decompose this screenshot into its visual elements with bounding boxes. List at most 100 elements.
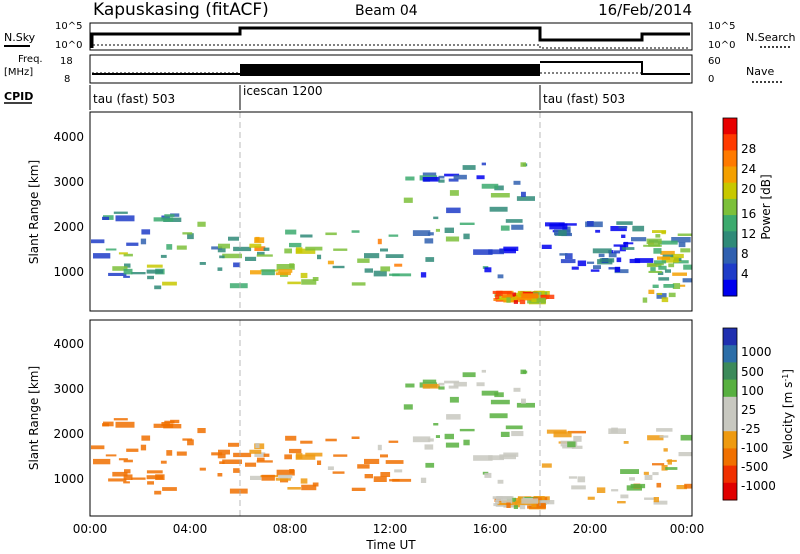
power-echo-3-42: [531, 298, 537, 303]
power-echo-4-19: [560, 259, 576, 264]
velocity-echo-1-18: [332, 471, 345, 474]
power-echo-2-24: [520, 162, 526, 167]
velocity-echo-2-3: [462, 372, 476, 378]
power-echo-4-43: [558, 230, 567, 236]
power-echo-0-22: [123, 275, 130, 278]
velocity-echo-4-29: [573, 435, 582, 442]
time-axis-label: Time UT: [365, 538, 416, 552]
power-range-tick-4000: 4000: [53, 130, 84, 144]
power-echo-1-35: [285, 229, 297, 235]
velocity-echo-2-2: [476, 382, 485, 387]
velocity-echo-2-13: [497, 479, 504, 484]
power-echo-1-37: [364, 253, 380, 259]
velocity-echo-4-37: [666, 459, 677, 462]
nsearch-tick-top: 10^5: [708, 21, 735, 32]
velocity-echo-0-41: [164, 420, 175, 424]
velocity-echo-3-36: [495, 496, 503, 502]
velocity-echo-0-5: [154, 490, 162, 495]
power-echo-2-4: [516, 196, 535, 201]
power-tick-20: 20: [741, 182, 756, 196]
power-echo-5-16: [646, 263, 662, 268]
beam-label: Beam 04: [355, 3, 418, 19]
power-echo-5-21: [671, 253, 684, 259]
power-echo-1-36: [245, 256, 257, 261]
power-echo-5-35: [682, 278, 692, 283]
velocity-echo-1-38: [392, 478, 412, 482]
power-echo-0-5: [154, 285, 162, 290]
velocity-echo-1-0: [250, 475, 262, 480]
velocity-echo-0-38: [217, 473, 223, 477]
velocity-echo-1-34: [256, 460, 273, 463]
velocity-colorbar-cell-1: [723, 345, 737, 363]
power-tick-12: 12: [741, 227, 756, 241]
power-echo-3-34: [535, 294, 555, 299]
power-echo-2-3: [462, 165, 476, 170]
power-echo-1-34: [256, 254, 273, 257]
velocity-echo-2-17: [422, 379, 437, 383]
power-echo-3-24: [497, 297, 508, 300]
power-echo-4-24: [616, 221, 633, 225]
velocity-echo-1-14: [380, 454, 388, 458]
power-echo-2-7: [424, 238, 434, 244]
power-echo-1-33: [275, 272, 291, 276]
power-echo-2-25: [521, 191, 526, 197]
power-echo-2-10: [494, 185, 504, 191]
power-echo-1-25: [351, 230, 360, 233]
velocity-echo-2-33: [435, 435, 440, 438]
power-colorbar-frame: [722, 117, 738, 297]
power-colorbar-cell-2: [723, 150, 737, 168]
power-echo-5-33: [650, 267, 656, 272]
power-echo-4-8: [587, 221, 594, 227]
power-echo-0-33: [162, 281, 177, 286]
velocity-echo-1-19: [317, 460, 322, 465]
nsky-frame: [89, 22, 693, 51]
velocity-echo-1-16: [325, 438, 337, 442]
velocity-echo-1-3: [284, 454, 292, 460]
velocity-echo-3-41: [495, 499, 500, 505]
velocity-tick-100: 100: [741, 384, 764, 398]
power-echo-2-41: [444, 227, 454, 233]
velocity-colorbar-cell-8: [723, 465, 737, 484]
power-tick-28: 28: [741, 142, 756, 156]
nsky-label: N.Sky: [4, 31, 36, 44]
power-echo-1-14: [380, 248, 388, 252]
power-colorbar-cell-6: [723, 215, 737, 232]
velocity-echo-2-16: [444, 380, 460, 384]
power-echo-0-27: [105, 248, 117, 251]
velocity-echo-0-35: [222, 459, 242, 464]
velocity-echo-1-28: [263, 453, 270, 457]
power-echo-2-16: [444, 173, 460, 177]
power-echo-4-29: [562, 226, 571, 233]
power-echo-2-8: [449, 190, 459, 196]
velocity-echo-2-19: [463, 439, 470, 446]
power-colorbar: 28 24 20 16 12 8 4 Power [dB]: [722, 117, 773, 297]
velocity-echo-2-29: [422, 383, 440, 389]
velocity-echo-1-29: [305, 452, 323, 457]
velocity-echo-0-20: [108, 478, 127, 482]
power-echo-1-21: [377, 238, 382, 245]
velocity-colorbar-label-sup: -1: [781, 374, 790, 382]
velocity-echo-1-42: [300, 440, 313, 444]
velocity-echo-4-24: [656, 428, 673, 432]
velocity-tick-500: 500: [741, 365, 764, 379]
power-echo-4-0: [632, 225, 645, 232]
velocity-tick-neg25: -25: [741, 422, 761, 436]
velocity-echo-3-14: [514, 498, 520, 504]
time-ticks: 00:00 04:00 08:00 12:00 16:00 20:00 00:0…: [73, 522, 705, 536]
velocity-echo-2-44: [505, 425, 523, 430]
cpid-segment-1: tau (fast) 503: [93, 92, 175, 106]
power-echo-4-28: [616, 257, 622, 263]
velocity-echo-4-13: [665, 467, 678, 470]
velocity-echo-4-15: [577, 476, 586, 483]
velocity-echo-2-34: [446, 414, 461, 420]
power-echo-5-13: [655, 234, 661, 238]
velocity-colorbar-frame: [722, 327, 738, 501]
velocity-echo-1-23: [289, 469, 295, 474]
velocity-echo-3-23: [501, 498, 513, 504]
velocity-echo-3-31: [506, 502, 511, 508]
station-title: Kapuskasing (fitACF): [93, 0, 269, 20]
velocity-echo-4-11: [617, 501, 626, 504]
power-echo-4-17: [613, 244, 626, 247]
cpid-label: CPID: [4, 90, 33, 103]
velocity-echo-3-24: [497, 503, 508, 506]
